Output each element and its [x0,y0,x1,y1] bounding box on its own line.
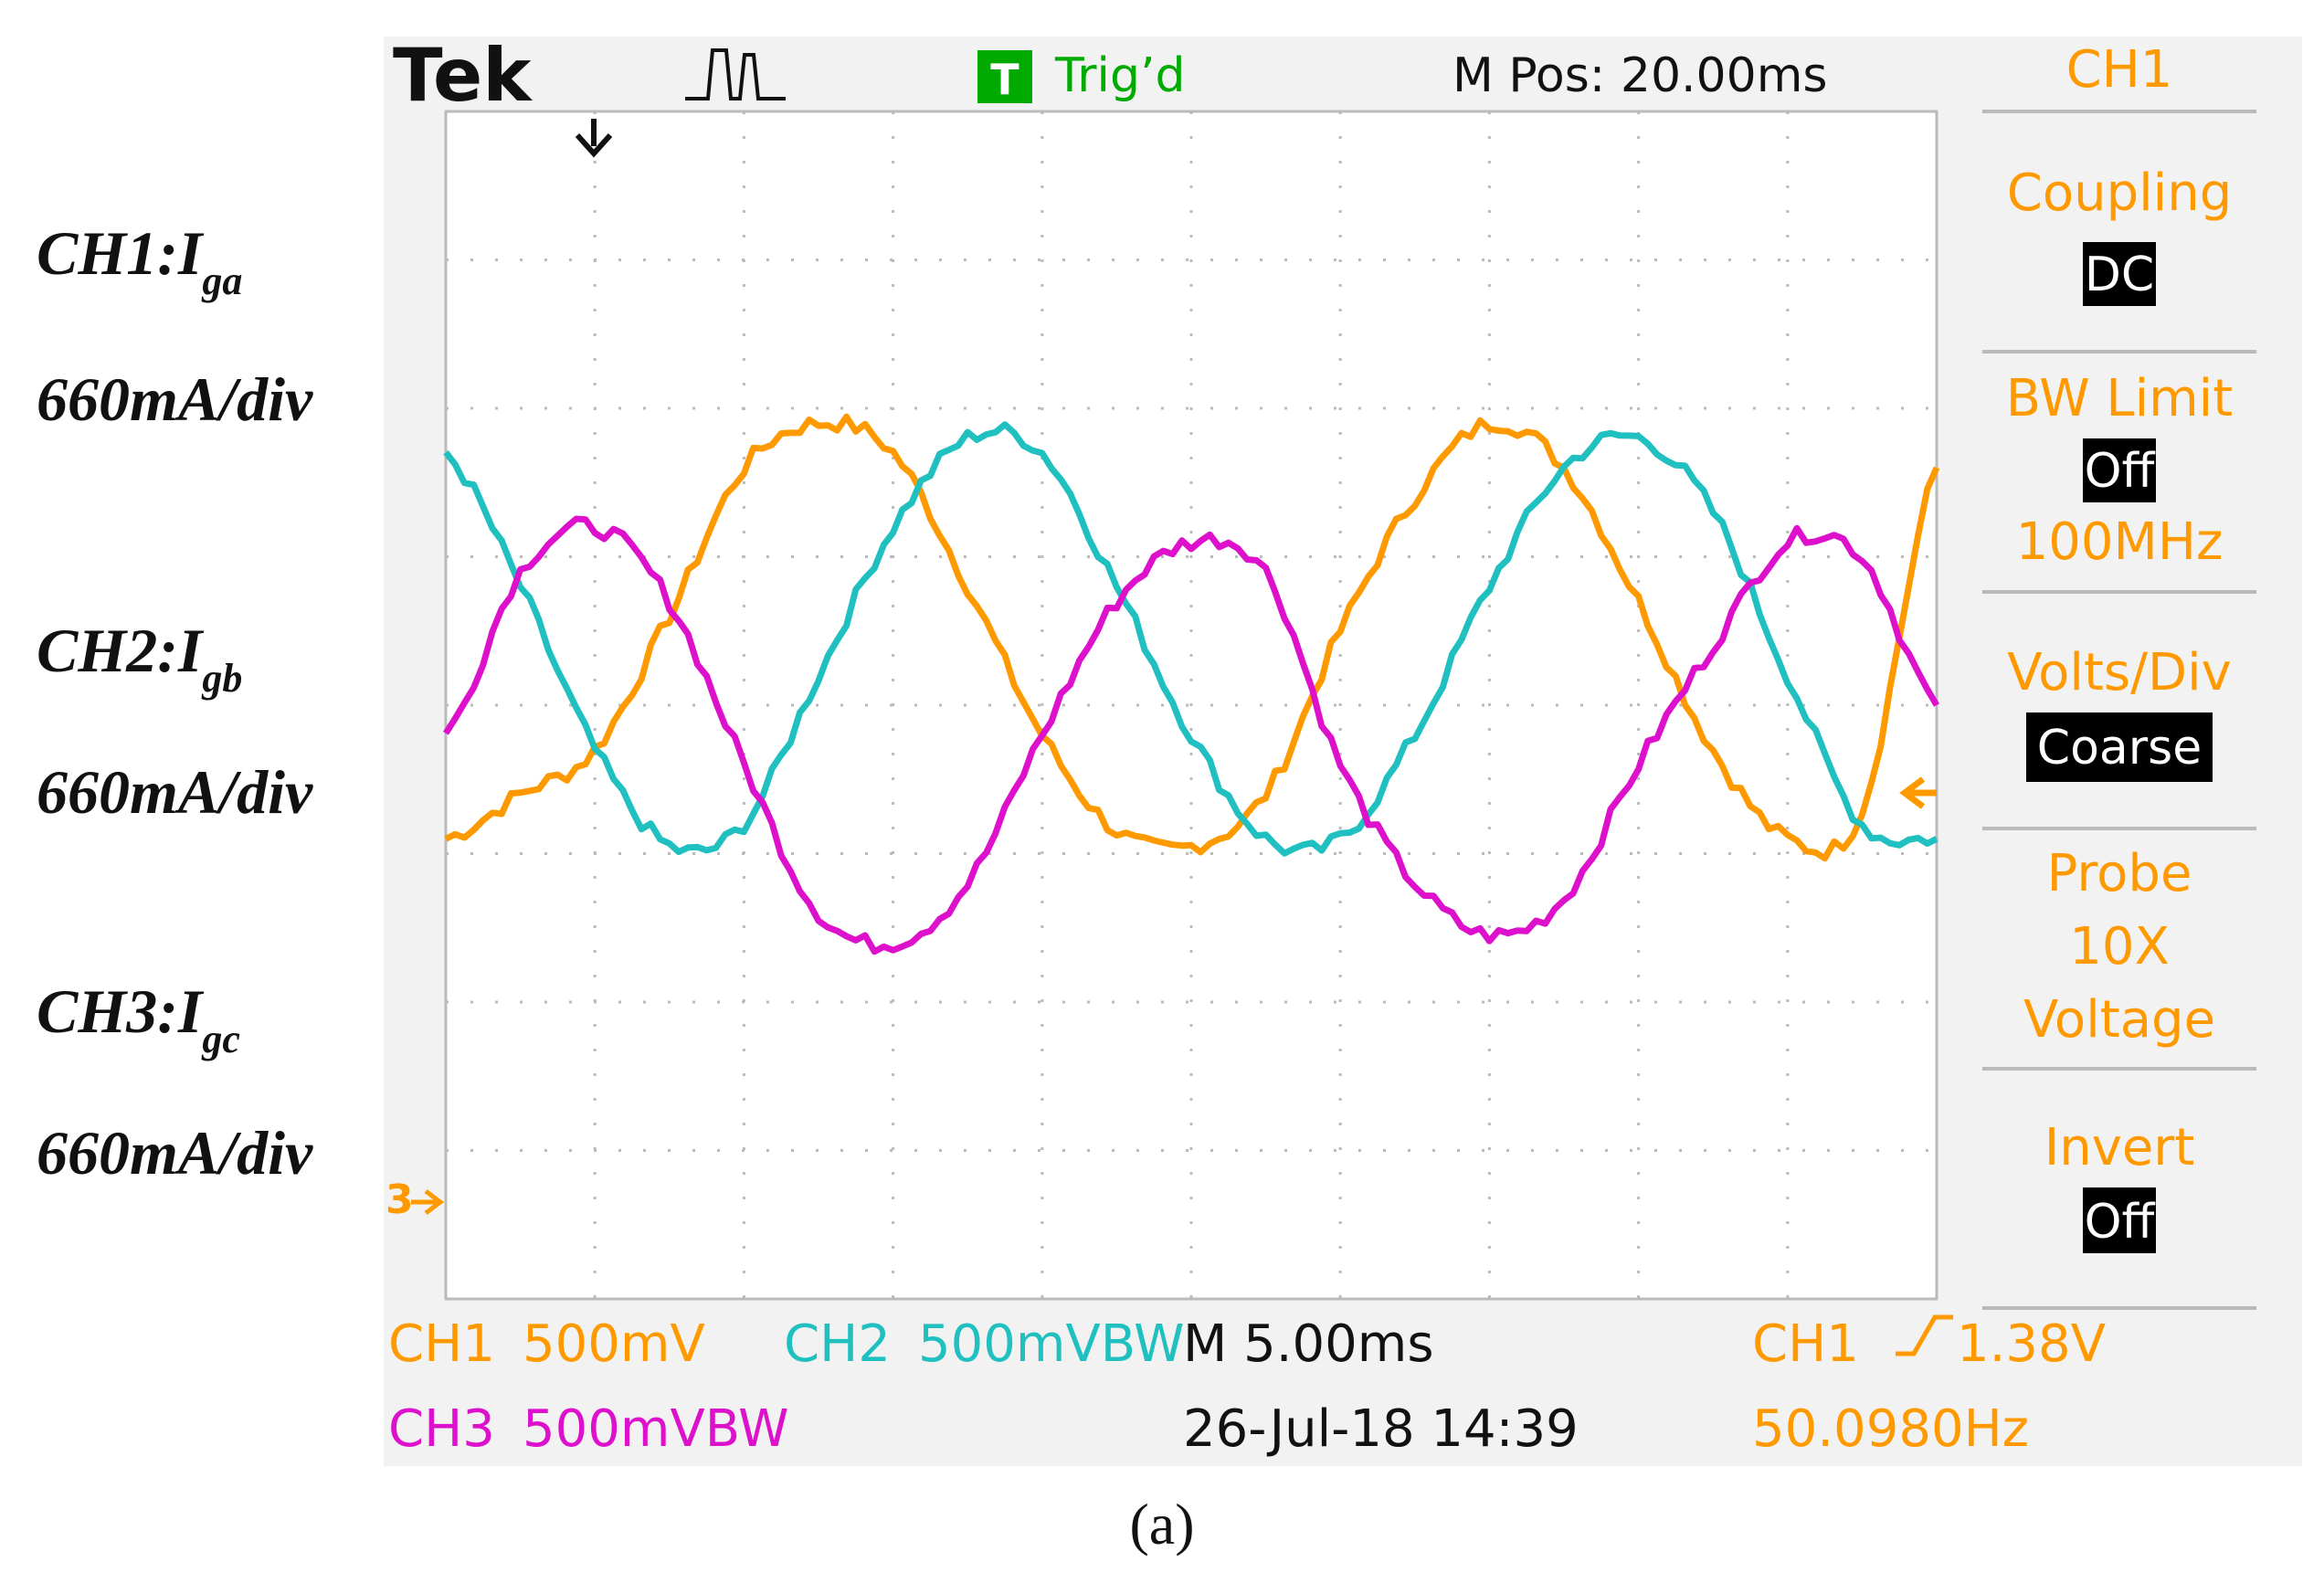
annotation-ch2: CH2:Igb 660mA/div [37,616,313,827]
probe-label: Probe [2047,844,2192,903]
probe-ratio: 10X [2069,917,2170,976]
invert-label: Invert [2044,1118,2195,1177]
menu-coupling[interactable]: Coupling DC [2007,164,2233,306]
bw-limit-frequency: 100MHz [2016,512,2224,572]
channel-menu: CH1 Coupling DC BW Limit Off 100MHz Volt… [1982,40,2256,1310]
status-bar: CH1 500mV CH2 500mVBW M 5.00ms CH1 1.38V… [388,1314,2106,1459]
annotation-ch2-sub: gb [201,656,242,701]
waveforms [443,413,1940,955]
volts-div-label: Volts/Div [2007,643,2232,702]
bw-limit-value-box [2083,438,2156,502]
coupling-value: DC [2085,248,2154,302]
trigger-pulse-icon [685,48,786,100]
ch1-readout-scale: 500mV [523,1314,705,1374]
trigger-level: 1.38V [1957,1314,2106,1374]
annotation-ch1-sub: ga [201,259,242,303]
horizontal-position: M Pos: 20.00ms [1452,48,1827,103]
annotation-ch1-scale: 660mA/div [37,364,313,434]
menu-volts-div[interactable]: Volts/Div Coarse [2007,643,2232,782]
svg-text:CH2:Igb: CH2:Igb [37,616,242,701]
annotation-ch3-sub: gc [201,1017,240,1061]
bw-limit-label: BW Limit [2006,369,2233,428]
timebase-readout: M 5.00ms [1183,1314,1434,1374]
menu-invert[interactable]: Invert Off [2044,1118,2195,1253]
menu-probe[interactable]: Probe 10X Voltage [2023,844,2215,1050]
trigger-position-marker [575,119,613,158]
probe-type: Voltage [2023,990,2215,1050]
rising-edge-icon [1896,1314,1953,1356]
ch3-ground-marker: 3 [386,1177,414,1223]
brand-logo: Tek [393,33,533,118]
ch1-readout-name: CH1 [388,1314,495,1374]
volts-div-value-box [2026,712,2213,782]
trace-ch2 [443,421,1938,857]
figure-caption: (a) [1129,1492,1194,1557]
bw-limit-value: Off [2085,444,2156,499]
annotation-ch3: CH3:Igc 660mA/div [37,976,313,1187]
annotation-ch1-label: CH1:I [37,218,205,288]
trace-ch1 [444,413,1940,862]
ch2-readout-name: CH2 [784,1314,891,1374]
trigger-source: CH1 [1752,1314,1859,1374]
trigger-badge: T [990,55,1019,104]
ch3-ground-arrow-icon [411,1189,445,1215]
annotation-ch2-label: CH2:I [37,616,205,685]
svg-text:CH3:Igc: CH3:Igc [37,976,240,1061]
annotation-ch1: CH1:Iga 660mA/div [37,218,313,434]
trigger-status: Trig’d [1054,48,1186,103]
ch2-readout-scale: 500mVBW [918,1314,1185,1374]
annotation-ch3-label: CH3:I [37,976,205,1046]
trigger-frequency: 50.0980Hz [1752,1399,2029,1459]
svg-text:CH1:Iga: CH1:Iga [37,218,242,303]
date-time: 26-Jul-18 14:39 [1183,1399,1579,1459]
coupling-label: Coupling [2007,164,2233,223]
trigger-level-marker [1899,776,1937,809]
annotation-ch3-scale: 660mA/div [37,1118,313,1187]
annotation-ch2-scale: 660mA/div [37,757,313,827]
menu-bw-limit[interactable]: BW Limit Off 100MHz [2006,369,2233,572]
ch3-readout-name: CH3 [388,1399,495,1459]
coupling-value-box [2083,242,2156,306]
menu-title: CH1 [2066,40,2173,100]
invert-value: Off [2085,1195,2156,1250]
volts-div-value: Coarse [2037,721,2202,776]
ch3-readout-scale: 500mVBW [523,1399,789,1459]
invert-value-box [2083,1187,2156,1253]
trigger-badge-box [977,50,1032,103]
graticule [446,111,1937,1299]
trace-ch3 [443,515,1940,955]
